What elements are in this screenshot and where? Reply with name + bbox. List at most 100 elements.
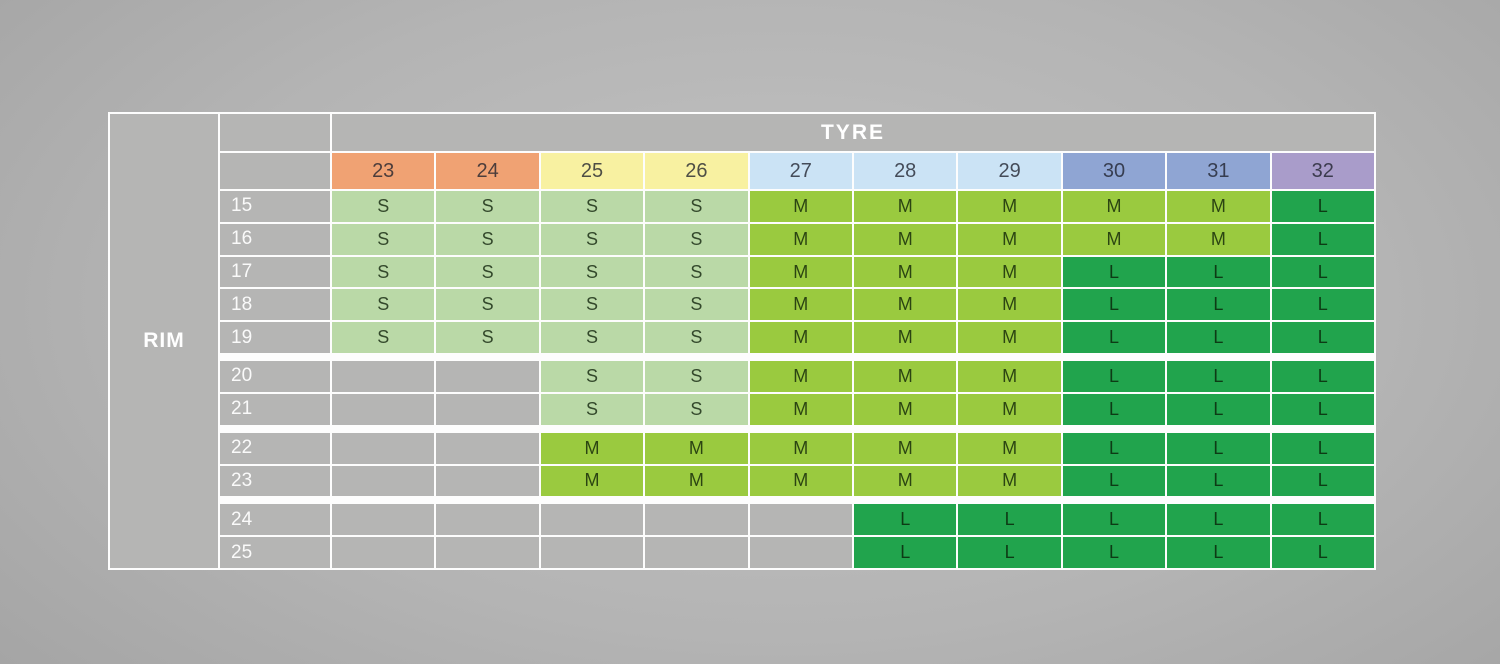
- rim-axis-label: RIM: [110, 114, 218, 568]
- rim-size-label-22: 22: [220, 432, 330, 464]
- fit-cell-rim24-tyre32-L: L: [1271, 504, 1374, 536]
- fit-cell-rim24-tyre29-L: L: [958, 504, 1061, 536]
- fit-cell-rim20-tyre28-M: M: [854, 361, 957, 392]
- tyre-size-header-30: 30: [1062, 153, 1166, 189]
- fit-cell-rim18-tyre29-M: M: [958, 289, 1061, 321]
- fit-cell-rim16-tyre28-M: M: [854, 223, 957, 255]
- fit-cell-rim15-tyre25-S: S: [540, 191, 644, 222]
- fit-cell-rim22-tyre25-M: M: [540, 432, 644, 464]
- fit-cell-rim25-tyre32-L: L: [1271, 537, 1374, 568]
- empty-cell-rim25-tyre25: [540, 537, 644, 568]
- fit-cell-rim17-tyre30-L: L: [1062, 256, 1166, 288]
- fit-cell-rim18-tyre32-L: L: [1271, 289, 1374, 321]
- tyre-size-header-26: 26: [645, 153, 748, 189]
- tyre-size-header-24: 24: [436, 153, 539, 189]
- fit-cell-rim24-tyre31-L: L: [1167, 504, 1270, 536]
- fit-cell-rim17-tyre23-S: S: [332, 256, 435, 288]
- fit-cell-rim25-tyre30-L: L: [1062, 537, 1166, 568]
- fit-cell-rim15-tyre27-M: M: [749, 191, 852, 222]
- fit-cell-rim15-tyre32-L: L: [1271, 191, 1374, 222]
- fit-cell-rim15-tyre26-S: S: [645, 191, 748, 222]
- fit-cell-rim17-tyre27-M: M: [749, 256, 852, 288]
- fit-cell-rim18-tyre30-L: L: [1062, 289, 1166, 321]
- empty-cell-rim25-tyre27: [749, 537, 852, 568]
- fit-cell-rim16-tyre30-M: M: [1062, 223, 1166, 255]
- rim-size-label-23: 23: [220, 465, 330, 497]
- rim-size-label-16: 16: [220, 223, 330, 255]
- tyre-size-header-27: 27: [749, 153, 852, 189]
- fit-cell-rim19-tyre26-S: S: [645, 322, 748, 354]
- fit-cell-rim25-tyre28-L: L: [854, 537, 957, 568]
- fit-cell-rim19-tyre29-M: M: [958, 322, 1061, 354]
- rim-size-label-24: 24: [220, 504, 330, 536]
- fit-cell-rim21-tyre32-L: L: [1271, 393, 1374, 425]
- fit-cell-rim25-tyre31-L: L: [1167, 537, 1270, 568]
- fit-cell-rim18-tyre23-S: S: [332, 289, 435, 321]
- fit-cell-rim23-tyre28-M: M: [854, 465, 957, 497]
- fit-cell-rim15-tyre29-M: M: [958, 191, 1061, 222]
- empty-cell-rim23-tyre23: [332, 465, 435, 497]
- fit-cell-rim15-tyre23-S: S: [332, 191, 435, 222]
- fit-cell-rim21-tyre27-M: M: [749, 393, 852, 425]
- fit-cell-rim22-tyre32-L: L: [1271, 432, 1374, 464]
- fit-cell-rim17-tyre32-L: L: [1271, 256, 1374, 288]
- tyre-size-header-29: 29: [958, 153, 1061, 189]
- fit-cell-rim15-tyre30-M: M: [1062, 191, 1166, 222]
- fit-cell-rim19-tyre23-S: S: [332, 322, 435, 354]
- empty-cell-rim20-tyre23: [332, 361, 435, 392]
- fit-cell-rim23-tyre31-L: L: [1167, 465, 1270, 497]
- fit-cell-rim19-tyre28-M: M: [854, 322, 957, 354]
- rim-size-label-20: 20: [220, 361, 330, 392]
- fit-cell-rim20-tyre30-L: L: [1062, 361, 1166, 392]
- fit-cell-rim17-tyre26-S: S: [645, 256, 748, 288]
- fit-cell-rim19-tyre30-L: L: [1062, 322, 1166, 354]
- rim-size-label-25: 25: [220, 537, 330, 568]
- fit-cell-rim17-tyre28-M: M: [854, 256, 957, 288]
- fit-cell-rim21-tyre26-S: S: [645, 393, 748, 425]
- fit-cell-rim17-tyre31-L: L: [1167, 256, 1270, 288]
- fit-cell-rim22-tyre27-M: M: [749, 432, 852, 464]
- fit-cell-rim22-tyre29-M: M: [958, 432, 1061, 464]
- fit-cell-rim22-tyre30-L: L: [1062, 432, 1166, 464]
- empty-cell-rim24-tyre25: [540, 504, 644, 536]
- fit-cell-rim20-tyre32-L: L: [1271, 361, 1374, 392]
- tyre-size-header-31: 31: [1167, 153, 1270, 189]
- empty-cell-rim21-tyre24: [436, 393, 539, 425]
- fit-cell-rim21-tyre25-S: S: [540, 393, 644, 425]
- empty-cell-rim25-tyre26: [645, 537, 748, 568]
- fit-cell-rim23-tyre32-L: L: [1271, 465, 1374, 497]
- fit-cell-rim23-tyre27-M: M: [749, 465, 852, 497]
- fit-cell-rim18-tyre31-L: L: [1167, 289, 1270, 321]
- fit-cell-rim19-tyre32-L: L: [1271, 322, 1374, 354]
- fit-cell-rim23-tyre25-M: M: [540, 465, 644, 497]
- fit-cell-rim15-tyre28-M: M: [854, 191, 957, 222]
- fit-cell-rim23-tyre30-L: L: [1062, 465, 1166, 497]
- fit-cell-rim19-tyre25-S: S: [540, 322, 644, 354]
- fit-cell-rim20-tyre26-S: S: [645, 361, 748, 392]
- rim-size-label-19: 19: [220, 322, 330, 354]
- rim-size-label-21: 21: [220, 393, 330, 425]
- fit-cell-rim17-tyre25-S: S: [540, 256, 644, 288]
- fit-cell-rim18-tyre26-S: S: [645, 289, 748, 321]
- rim-size-label-18: 18: [220, 289, 330, 321]
- fit-cell-rim16-tyre25-S: S: [540, 223, 644, 255]
- fit-cell-rim16-tyre26-S: S: [645, 223, 748, 255]
- fit-cell-rim18-tyre24-S: S: [436, 289, 539, 321]
- fit-cell-rim16-tyre31-M: M: [1167, 223, 1270, 255]
- fit-cell-rim17-tyre29-M: M: [958, 256, 1061, 288]
- empty-cell-rim22-tyre23: [332, 432, 435, 464]
- spacer-cell-top: [220, 114, 330, 151]
- fit-cell-rim16-tyre32-L: L: [1271, 223, 1374, 255]
- fit-cell-rim18-tyre27-M: M: [749, 289, 852, 321]
- empty-cell-rim24-tyre27: [749, 504, 852, 536]
- fit-cell-rim19-tyre27-M: M: [749, 322, 852, 354]
- rim-size-label-17: 17: [220, 256, 330, 288]
- tyre-size-header-25: 25: [540, 153, 644, 189]
- fit-cell-rim18-tyre28-M: M: [854, 289, 957, 321]
- tyre-rim-size-table: RIM TYRE 23 24 25 26 27 28 29 30 31 32 15 S S S S M M M M M…: [108, 112, 1376, 570]
- spacer-cell-header: [220, 153, 330, 189]
- empty-cell-rim25-tyre23: [332, 537, 435, 568]
- fit-cell-rim20-tyre25-S: S: [540, 361, 644, 392]
- fit-cell-rim16-tyre24-S: S: [436, 223, 539, 255]
- tyre-size-header-23: 23: [332, 153, 435, 189]
